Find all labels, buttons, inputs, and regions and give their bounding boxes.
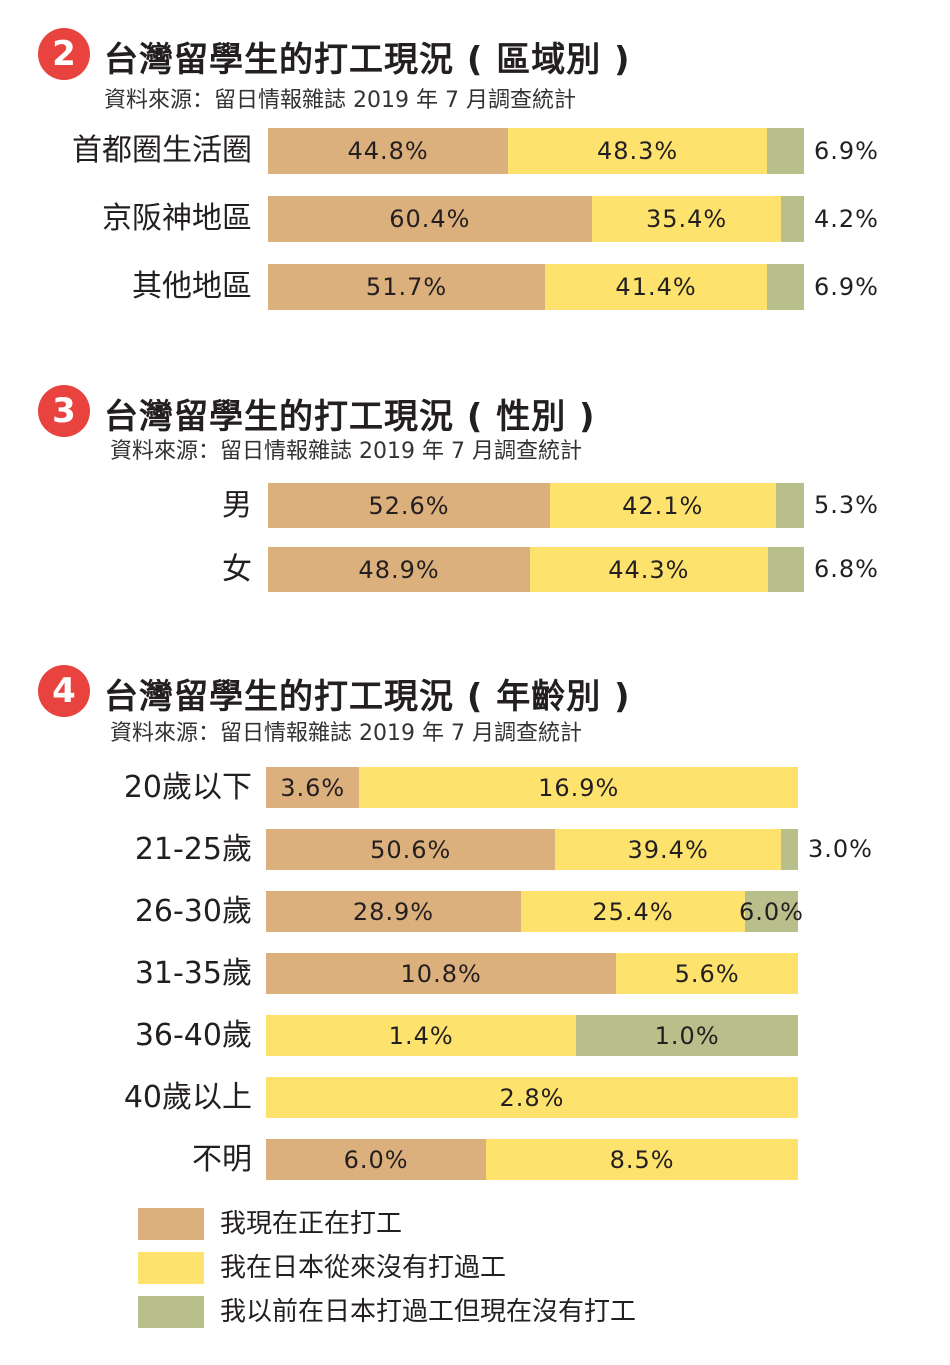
data-label: 1.0% — [654, 1021, 720, 1050]
data-label: 8.5% — [609, 1145, 675, 1174]
data-label: 48.3% — [596, 137, 679, 165]
data-label: 1.4% — [388, 1021, 454, 1050]
category-label: 21-25歲 — [134, 831, 252, 867]
bar-segment-working-now: 10.8% — [266, 953, 617, 994]
bar-segment-never-worked: 39.4% — [555, 829, 781, 870]
stacked-bar: 52.6% 42.1% — [268, 483, 804, 528]
chart-title: 台灣留學生的打工現況 ( 區域別 ) — [104, 40, 631, 80]
bar-segment-worked-before — [781, 196, 804, 242]
bar-segment-working-now: 48.9% — [268, 547, 531, 592]
bar-segment-never-worked: 1.4% — [266, 1015, 577, 1056]
bar-segment-never-worked: 35.4% — [591, 196, 782, 242]
data-label: 48.9% — [358, 555, 440, 584]
bar-segment-worked-before — [775, 483, 804, 528]
stacked-bar: 6.0% 8.5% — [266, 1139, 798, 1180]
bar-segment-working-now: 6.0% — [266, 1139, 487, 1180]
legend-label: 我現在正在打工 — [220, 1209, 403, 1239]
data-label: 6.0% — [739, 897, 804, 926]
data-label-outside: 6.9% — [814, 273, 879, 301]
bar-segment-worked-before — [767, 128, 804, 174]
category-label: 20歲以下 — [123, 769, 252, 805]
bar-segment-worked-before: 1.0% — [576, 1015, 798, 1056]
bar-segment-working-now: 51.7% — [268, 264, 546, 310]
bar-segment-worked-before — [767, 264, 804, 310]
data-label: 39.4% — [627, 835, 709, 864]
data-label: 3.6% — [280, 773, 346, 802]
data-label: 42.1% — [622, 491, 704, 520]
stacked-bar: 48.9% 44.3% — [268, 547, 804, 592]
bar-segment-worked-before — [767, 547, 804, 592]
stacked-bar: 10.8% 5.6% — [266, 953, 798, 994]
stacked-bar: 44.8% 48.3% — [268, 128, 804, 174]
data-label: 44.3% — [608, 555, 690, 584]
bar-segment-working-now: 60.4% — [268, 196, 592, 242]
chart-source: 資料來源：留日情報雜誌 2019 年 7 月調查統計 — [104, 88, 576, 113]
bar-segment-worked-before — [780, 829, 798, 870]
data-label: 25.4% — [592, 897, 674, 926]
bar-segment-working-now: 50.6% — [266, 829, 556, 870]
data-label-outside: 3.0% — [808, 835, 873, 863]
stacked-bar: 2.8% — [266, 1077, 798, 1118]
data-label: 10.8% — [400, 959, 482, 988]
data-label: 35.4% — [645, 205, 728, 233]
category-label: 不明 — [192, 1141, 252, 1177]
chart-source: 資料來源：留日情報雜誌 2019 年 7 月調查統計 — [110, 721, 582, 746]
data-label: 5.6% — [674, 959, 740, 988]
legend-label: 我以前在日本打過工但現在沒有打工 — [220, 1297, 637, 1327]
stacked-bar: 51.7% 41.4% — [268, 264, 804, 310]
stacked-bar: 50.6% 39.4% — [266, 829, 798, 870]
data-label-outside: 5.3% — [814, 491, 879, 519]
section-number-badge: 3 — [38, 385, 90, 437]
data-label-outside: 4.2% — [814, 205, 879, 233]
data-label: 52.6% — [368, 491, 450, 520]
data-label: 6.0% — [343, 1145, 409, 1174]
category-label: 女 — [222, 551, 252, 587]
data-label: 2.8% — [499, 1083, 565, 1112]
category-label: 其他地區 — [132, 269, 252, 304]
data-label: 41.4% — [615, 273, 697, 301]
bar-segment-never-worked: 42.1% — [549, 483, 776, 528]
category-label: 首都圈生活圈 — [72, 133, 252, 168]
category-label: 京阪神地區 — [102, 201, 252, 236]
stacked-bar: 28.9% 25.4% 6.0% — [266, 891, 803, 932]
data-label-outside: 6.8% — [814, 555, 879, 583]
legend-label: 我在日本從來沒有打過工 — [220, 1253, 507, 1283]
data-label: 44.8% — [347, 137, 429, 165]
stacked-bar: 1.4% 1.0% — [266, 1015, 798, 1056]
category-label: 26-30歲 — [134, 893, 252, 929]
data-label: 16.9% — [538, 773, 620, 802]
bar-segment-never-worked: 8.5% — [486, 1139, 798, 1180]
bar-segment-working-now: 52.6% — [268, 483, 550, 528]
data-label: 50.6% — [370, 835, 452, 864]
chart-title: 台灣留學生的打工現況 ( 年齡別 ) — [104, 677, 631, 717]
bar-segment-never-worked: 2.8% — [266, 1077, 798, 1118]
data-label: 60.4% — [389, 205, 471, 233]
category-label: 31-35歲 — [134, 955, 252, 991]
data-label: 51.7% — [365, 273, 448, 301]
section-number-badge: 2 — [38, 28, 90, 80]
chart-title: 台灣留學生的打工現況 ( 性別 ) — [104, 397, 596, 437]
bar-segment-never-worked: 5.6% — [616, 953, 798, 994]
data-label: 28.9% — [352, 897, 435, 926]
bar-segment-never-worked: 16.9% — [359, 767, 798, 808]
legend-swatch-working-now — [138, 1208, 204, 1240]
bar-segment-never-worked: 41.4% — [545, 264, 767, 310]
bar-segment-worked-before: 6.0% — [739, 891, 803, 932]
bar-segment-never-worked: 25.4% — [520, 891, 746, 932]
bar-segment-never-worked: 44.3% — [530, 547, 768, 592]
chart-source: 資料來源：留日情報雜誌 2019 年 7 月調查統計 — [110, 439, 582, 464]
legend-swatch-worked-before — [138, 1296, 204, 1328]
data-label-outside: 6.9% — [814, 137, 879, 165]
bar-segment-never-worked: 48.3% — [508, 128, 767, 174]
legend-swatch-never-worked — [138, 1252, 204, 1284]
section-number-badge: 4 — [38, 665, 90, 717]
stacked-bar: 3.6% 16.9% — [266, 767, 798, 808]
bar-segment-working-now: 44.8% — [268, 128, 509, 174]
bar-segment-working-now: 28.9% — [266, 891, 521, 932]
category-label: 男 — [222, 487, 252, 523]
category-label: 40歲以上 — [123, 1079, 252, 1115]
stacked-bar: 60.4% 35.4% — [268, 196, 804, 242]
category-label: 36-40歲 — [134, 1017, 252, 1053]
bar-segment-working-now: 3.6% — [266, 767, 360, 808]
